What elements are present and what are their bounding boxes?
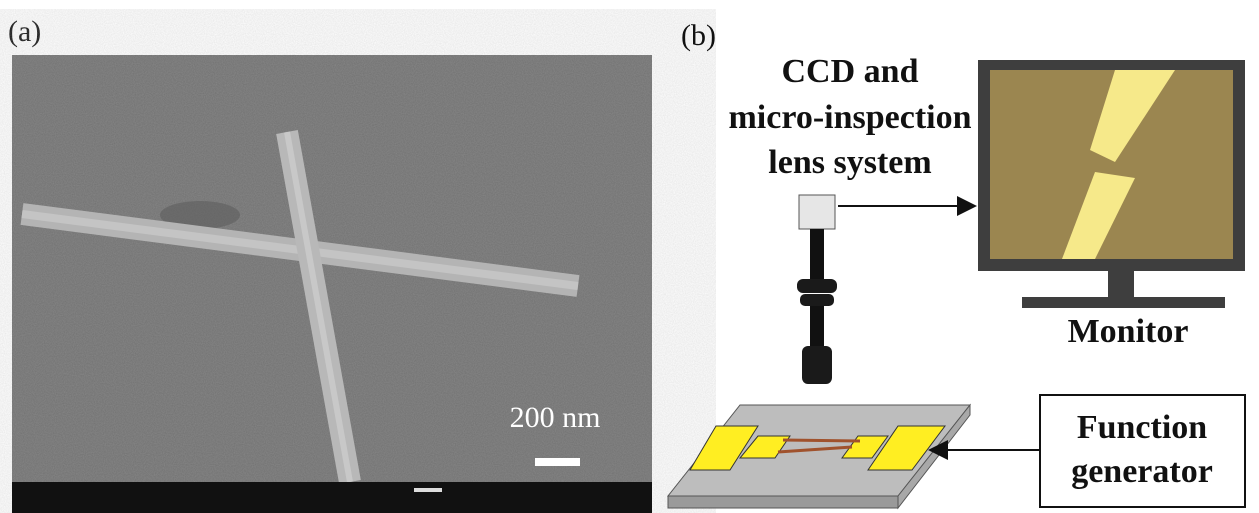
camera bbox=[797, 195, 837, 384]
generator-label: generator bbox=[1071, 453, 1213, 490]
camera-label: lens system bbox=[768, 144, 931, 181]
panel-label: (a) bbox=[8, 15, 41, 48]
sem-image bbox=[12, 55, 652, 513]
scale-bar-label: 200 nm bbox=[510, 401, 601, 434]
generator-label: Function bbox=[1077, 409, 1207, 446]
panel-label: (b) bbox=[681, 19, 716, 52]
stage bbox=[668, 405, 970, 508]
monitor-label: Monitor bbox=[1068, 313, 1189, 350]
figure: (a) 200 nm (b) CCD and micro-inspection … bbox=[0, 0, 1259, 513]
camera-label: micro-inspection bbox=[728, 99, 971, 136]
camera-label: CCD and bbox=[782, 53, 919, 90]
monitor bbox=[978, 60, 1245, 308]
